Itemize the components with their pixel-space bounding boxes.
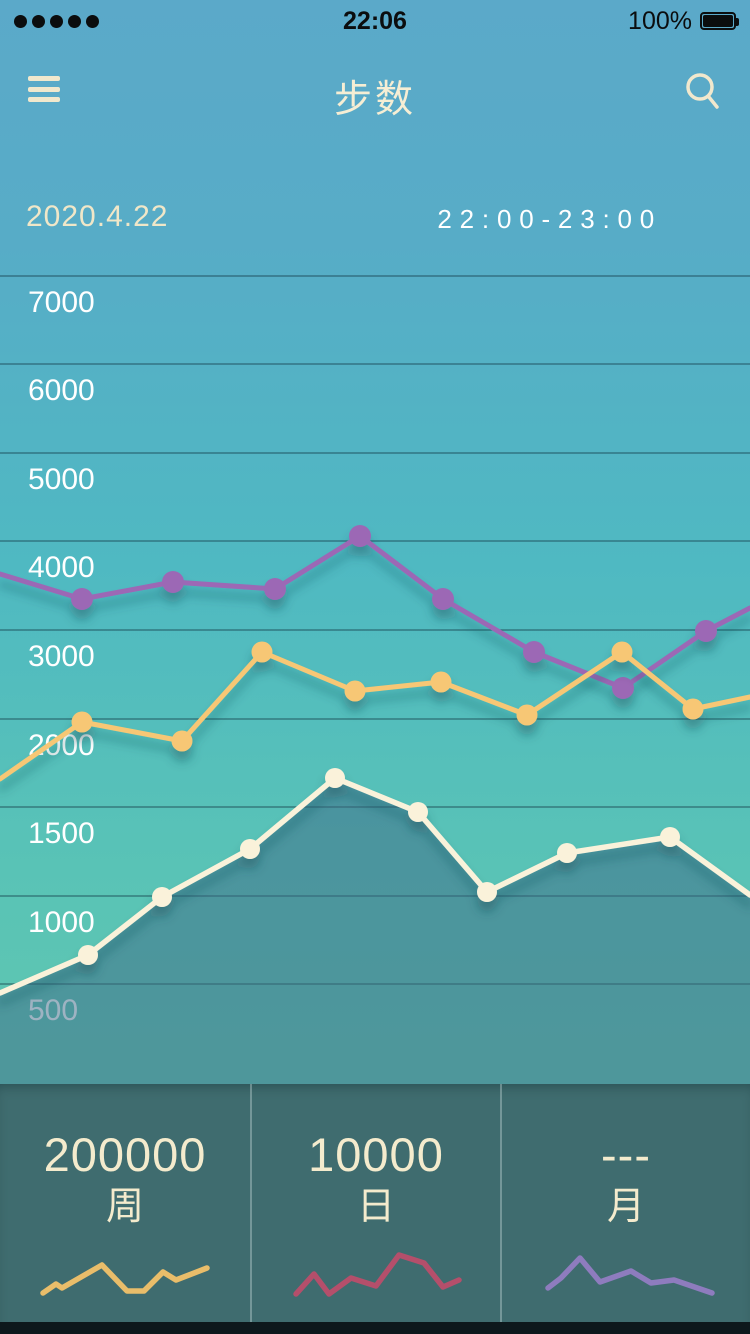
panel-day[interactable]: 10000 日 xyxy=(250,1084,500,1334)
chart-gradient-background xyxy=(0,0,750,1084)
status-bar: 22:06 100% xyxy=(0,0,750,42)
period-panels: 200000 周 10000 日 --- 月 xyxy=(0,1084,750,1334)
date-row: 2020.4.22 22:00-23:00 xyxy=(0,200,750,244)
hamburger-menu-button[interactable] xyxy=(28,76,60,102)
week-steps-value: 200000 xyxy=(43,1128,207,1181)
day-steps-value: 10000 xyxy=(308,1128,444,1181)
page-title: 步数 xyxy=(333,79,416,121)
month-steps-value: --- xyxy=(601,1128,651,1181)
week-unit-label: 周 xyxy=(105,1186,144,1228)
panel-week[interactable]: 200000 周 xyxy=(0,1084,250,1334)
panel-month[interactable]: --- 月 xyxy=(500,1084,750,1334)
search-button[interactable] xyxy=(682,70,724,112)
battery-percent-label: 100% xyxy=(628,6,692,35)
signal-strength-icon xyxy=(14,14,99,28)
status-time: 22:06 xyxy=(343,6,407,35)
day-unit-label: 日 xyxy=(356,1186,395,1228)
app-header: 步数 xyxy=(0,42,750,138)
bottom-strip xyxy=(0,1322,750,1334)
search-icon xyxy=(686,73,719,109)
time-range-label: 22:00-23:00 xyxy=(437,204,662,234)
date-label: 2020.4.22 xyxy=(26,200,169,233)
battery-icon xyxy=(700,12,739,30)
month-unit-label: 月 xyxy=(606,1186,645,1228)
